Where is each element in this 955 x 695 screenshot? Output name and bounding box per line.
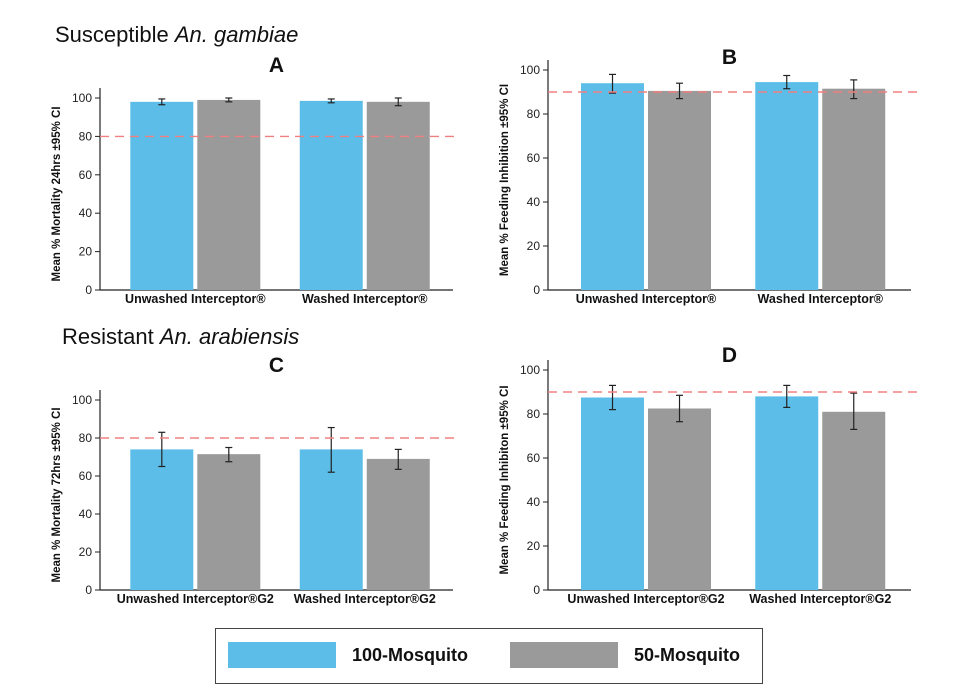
panel-B: B 0 20 40 60 80 100 Mean % Feeding Inhibition ±… — [499, 46, 917, 306]
error-bar — [676, 82, 684, 100]
panel-title: D — [722, 344, 737, 367]
error-bar — [327, 98, 335, 104]
legend: 100-Mosquito 50-Mosquito — [215, 628, 763, 684]
legend-item-50: 50-Mosquito — [510, 642, 740, 668]
y-tick-label: 40 — [527, 195, 541, 209]
y-tick-label: 60 — [527, 151, 541, 165]
panel-title: B — [722, 46, 737, 69]
panel-A: A 0 20 40 60 80 100 Mean % Mortality 24hrs ±95%… — [51, 54, 459, 306]
error-bar — [850, 392, 858, 430]
y-axis-label: Mean % Feeding Inhibiton ±95% CI — [499, 385, 511, 574]
y-tick-label: 0 — [533, 583, 540, 597]
bar-50-mosquito — [197, 99, 261, 290]
section-title-prefix: Susceptible — [55, 22, 175, 47]
bar-100-mosquito — [130, 449, 194, 590]
bar-50-mosquito — [197, 454, 261, 590]
bar-50-mosquito — [648, 90, 712, 291]
bar-100-mosquito — [299, 449, 363, 590]
error-bar — [609, 384, 617, 411]
error-bar — [158, 98, 166, 106]
y-tick-label: 60 — [527, 451, 541, 465]
y-tick-label: 100 — [72, 393, 92, 407]
y-tick-label: 40 — [79, 206, 93, 220]
y-tick-label: 100 — [520, 63, 540, 77]
error-bar — [783, 384, 791, 408]
y-tick-label: 80 — [527, 407, 541, 421]
x-tick-label: Unwashed Interceptor® — [125, 292, 266, 306]
error-bar — [327, 426, 335, 473]
legend-swatch-100 — [228, 642, 336, 668]
section-title-prefix: Resistant — [62, 324, 160, 349]
charts-canvas: A 0 20 40 60 80 100 Mean % Mortality 24hrs ±95%… — [51, 46, 917, 606]
y-tick-label: 20 — [79, 545, 93, 559]
x-tick-label: Unwashed Interceptor® — [576, 292, 717, 306]
y-tick-label: 60 — [79, 469, 93, 483]
y-tick-label: 80 — [79, 129, 93, 143]
error-bar — [225, 446, 233, 463]
bar-50-mosquito — [822, 411, 886, 590]
y-axis-label: Mean % Mortality 72hrs ±95% CI — [51, 407, 63, 582]
bar-100-mosquito — [299, 100, 363, 290]
y-tick-label: 60 — [79, 168, 93, 182]
section-title-susceptible: Susceptible An. gambiae — [55, 22, 298, 48]
legend-label-50: 50-Mosquito — [634, 644, 740, 665]
panel-title: A — [269, 54, 284, 77]
y-tick-label: 40 — [79, 507, 93, 521]
panel-title: C — [269, 354, 284, 377]
y-tick-label: 0 — [85, 283, 92, 297]
y-axis-label: Mean % Mortality 24hrs ±95% CI — [51, 106, 63, 281]
y-tick-label: 100 — [72, 91, 92, 105]
legend-label-100: 100-Mosquito — [352, 644, 469, 665]
error-bar — [783, 74, 791, 90]
bar-100-mosquito — [130, 101, 194, 290]
x-tick-label: Washed Interceptor® — [302, 292, 428, 306]
panel-D: D 0 20 40 60 80 100 Mean % Feeding Inhibiton ±9… — [499, 344, 917, 606]
bar-100-mosquito — [581, 397, 645, 590]
x-tick-label: Washed Interceptor®G2 — [749, 592, 891, 606]
y-tick-label: 20 — [527, 239, 541, 253]
error-bar — [850, 79, 858, 100]
x-tick-label: Washed Interceptor®G2 — [294, 592, 436, 606]
bar-100-mosquito — [755, 396, 819, 590]
section-title-species: An. arabiensis — [159, 324, 300, 349]
y-tick-label: 80 — [527, 107, 541, 121]
legend-item-100: 100-Mosquito — [228, 642, 468, 668]
y-tick-label: 0 — [85, 583, 92, 597]
section-title-resistant: Resistant An. arabiensis — [62, 324, 299, 350]
bar-50-mosquito — [366, 458, 430, 590]
error-bar — [225, 97, 233, 103]
error-bar — [609, 73, 617, 94]
x-tick-label: Unwashed Interceptor®G2 — [567, 592, 724, 606]
y-tick-label: 0 — [533, 283, 540, 297]
bar-50-mosquito — [822, 88, 886, 290]
x-tick-label: Unwashed Interceptor®G2 — [117, 592, 274, 606]
error-bar — [394, 97, 402, 107]
y-tick-label: 100 — [520, 363, 540, 377]
panel-C: C 0 20 40 60 80 100 Mean % Mortality 72hrs ±95%… — [51, 354, 459, 606]
section-title-species: An. gambiae — [174, 22, 299, 47]
error-bar — [676, 394, 684, 423]
bar-100-mosquito — [755, 82, 819, 290]
x-tick-label: Washed Interceptor® — [758, 292, 884, 306]
y-tick-label: 80 — [79, 431, 93, 445]
bar-100-mosquito — [581, 83, 645, 290]
bar-50-mosquito — [366, 101, 430, 290]
error-bar — [394, 448, 402, 470]
y-tick-label: 40 — [527, 495, 541, 509]
y-axis-label: Mean % Feeding Inhibition ±95% CI — [499, 84, 511, 276]
y-tick-label: 20 — [527, 539, 541, 553]
bar-50-mosquito — [648, 408, 712, 590]
y-tick-label: 20 — [79, 245, 93, 259]
legend-swatch-50 — [510, 642, 618, 668]
